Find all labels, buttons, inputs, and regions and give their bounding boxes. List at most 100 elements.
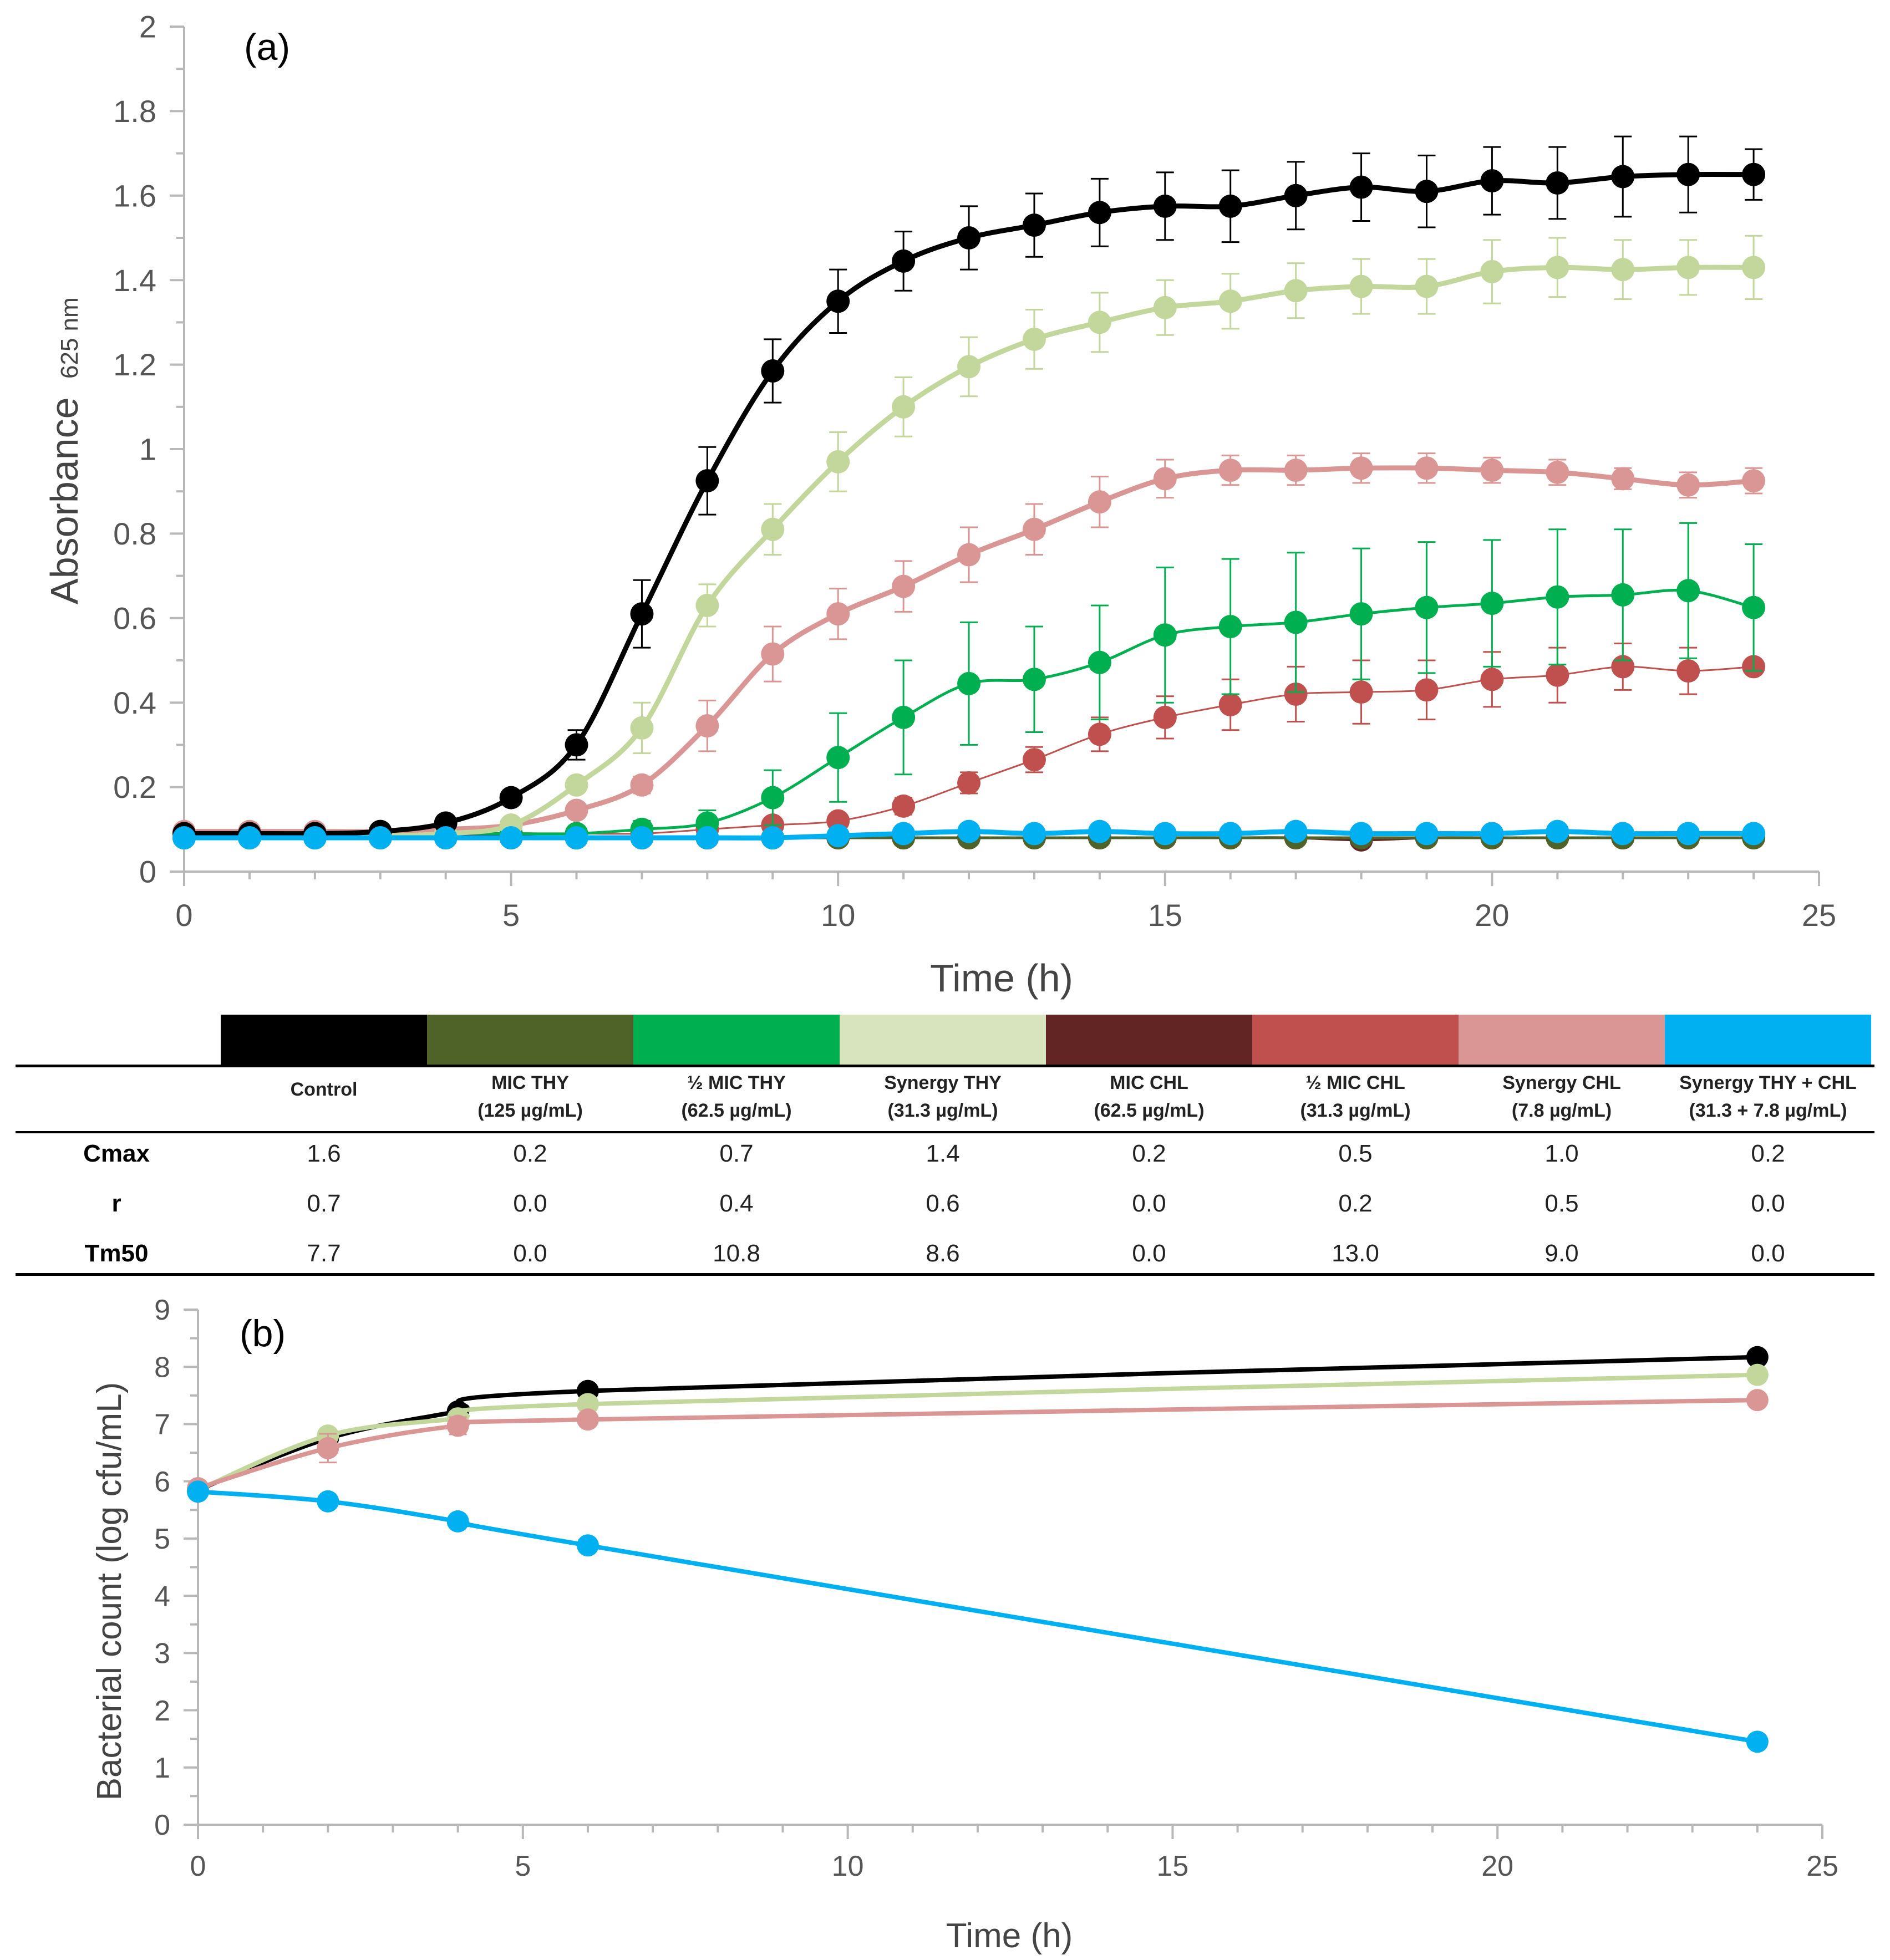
data-point bbox=[1480, 822, 1504, 846]
data-point bbox=[1349, 175, 1373, 199]
chart-b-y-tick-label: 2 bbox=[154, 1695, 170, 1727]
data-point bbox=[1218, 615, 1242, 639]
data-point bbox=[1022, 327, 1046, 351]
col-header-line1: Control bbox=[290, 1079, 358, 1100]
data-point bbox=[1676, 822, 1700, 846]
data-point bbox=[1480, 259, 1504, 283]
chart-a-x-tick-label: 20 bbox=[1475, 898, 1509, 933]
cell-r-synergy-thy-chl: 0.0 bbox=[1751, 1190, 1785, 1217]
col-header-line2: (62.5 µg/mL) bbox=[1094, 1100, 1205, 1121]
data-point bbox=[826, 602, 850, 626]
col-header-line1: ½ MIC CHL bbox=[1305, 1072, 1405, 1093]
data-point bbox=[1611, 165, 1635, 189]
cell-r-synergy-chl: 0.5 bbox=[1544, 1190, 1579, 1217]
col-header-line1: Synergy THY bbox=[884, 1072, 1002, 1093]
chart-b-ylabel: Bacterial count (log cfu/mL) bbox=[90, 1382, 129, 1801]
data-point bbox=[892, 249, 916, 273]
data-point bbox=[1349, 274, 1373, 298]
data-point bbox=[630, 826, 654, 850]
data-point bbox=[368, 826, 392, 850]
data-point bbox=[761, 642, 785, 666]
data-point bbox=[303, 826, 327, 850]
chart-b-x-tick-label: 15 bbox=[1156, 1850, 1188, 1882]
legend-swatches bbox=[221, 1015, 1871, 1065]
row-label-cmax: Cmax bbox=[83, 1140, 150, 1167]
chart-a-y-tick-label: 1.4 bbox=[113, 263, 156, 298]
data-point bbox=[1088, 722, 1111, 746]
data-point bbox=[565, 773, 588, 797]
data-point bbox=[1546, 819, 1569, 843]
data-point bbox=[1676, 162, 1700, 186]
data-point bbox=[1546, 256, 1569, 279]
chart-a-axes: 0 5 10 15 20 25 0 0.2 0.4 0.6 0.8 1 1.2 1.4 1.6 1.8 2 bbox=[113, 9, 1836, 933]
cell-cmax-mic-thy: 0.2 bbox=[513, 1140, 547, 1167]
data-point bbox=[1742, 256, 1766, 279]
chart-b-axes: 0 5 10 15 20 25 0 1 2 3 4 5 6 7 8 9 bbox=[154, 1294, 1838, 1882]
data-point bbox=[695, 714, 719, 738]
data-point bbox=[317, 1490, 339, 1513]
data-point bbox=[1153, 467, 1177, 491]
data-point bbox=[761, 786, 785, 810]
data-point bbox=[1349, 680, 1373, 704]
data-point bbox=[1153, 705, 1177, 729]
data-point bbox=[1742, 469, 1766, 493]
chart-b-y-tick-label: 6 bbox=[154, 1466, 170, 1498]
data-point bbox=[446, 1414, 469, 1437]
data-point bbox=[1611, 822, 1635, 846]
chart-b-series bbox=[187, 1346, 1769, 1753]
cell-r-mic-thy: 0.0 bbox=[513, 1190, 547, 1217]
col-header-line2: (125 µg/mL) bbox=[477, 1100, 583, 1121]
chart-b-xlabel: Time (h) bbox=[946, 1917, 1073, 1955]
data-point bbox=[1676, 579, 1700, 603]
col-header-mic-thy: MIC THY (125 µg/mL) bbox=[427, 1069, 633, 1130]
chart-a-series-synergy-thy-chl bbox=[172, 819, 1766, 850]
cell-tm50-mic-chl: 0.0 bbox=[1132, 1240, 1166, 1267]
chart-a-panel-label: (a) bbox=[244, 26, 290, 68]
series-line bbox=[184, 264, 1754, 839]
chart-b-x-tick-label: 25 bbox=[1806, 1850, 1838, 1882]
col-header-line2: (7.8 µg/mL) bbox=[1511, 1100, 1612, 1121]
data-point bbox=[1480, 592, 1504, 615]
data-point bbox=[761, 826, 785, 850]
chart-a-y-tick-label: 1.2 bbox=[113, 347, 156, 382]
series-line bbox=[197, 1489, 1758, 1744]
data-point bbox=[1088, 201, 1111, 225]
data-point bbox=[1284, 459, 1308, 482]
chart-a-y-tick-label: 1 bbox=[139, 432, 156, 467]
col-header-mic-chl: MIC CHL (62.5 µg/mL) bbox=[1046, 1069, 1252, 1130]
data-point bbox=[695, 593, 719, 617]
data-point bbox=[1611, 583, 1635, 607]
data-point bbox=[1284, 184, 1308, 207]
data-point bbox=[892, 395, 916, 419]
cell-tm50-synergy-thy: 8.6 bbox=[926, 1240, 960, 1267]
data-point bbox=[761, 517, 785, 541]
swatch-synergy-thy bbox=[840, 1015, 1046, 1065]
data-point bbox=[1284, 610, 1308, 634]
chart-a-x-tick-label: 15 bbox=[1148, 898, 1182, 933]
data-point bbox=[576, 1393, 599, 1416]
data-point bbox=[1153, 623, 1177, 647]
data-point bbox=[1742, 595, 1766, 619]
chart-a-x-tick-label: 5 bbox=[502, 898, 520, 933]
cell-r-mic-chl: 0.0 bbox=[1132, 1190, 1166, 1217]
data-point bbox=[892, 794, 916, 818]
series-line bbox=[197, 1372, 1757, 1492]
data-point bbox=[695, 826, 719, 850]
chart-b-series-synergy-chl bbox=[187, 1389, 1769, 1500]
data-point bbox=[1546, 171, 1569, 195]
data-point bbox=[1480, 459, 1504, 482]
chart-b-y-tick-label: 8 bbox=[154, 1351, 170, 1383]
data-point bbox=[1546, 585, 1569, 609]
chart-a-x-tick-label: 25 bbox=[1802, 898, 1836, 933]
data-point bbox=[1218, 459, 1242, 482]
row-label-tm50: Tm50 bbox=[84, 1240, 149, 1267]
chart-b-y-tick-label: 7 bbox=[154, 1409, 170, 1441]
col-header-line1: Synergy CHL bbox=[1502, 1072, 1621, 1093]
series-line bbox=[197, 1355, 1757, 1492]
cell-r-half-mic-thy: 0.4 bbox=[719, 1190, 754, 1217]
data-point bbox=[237, 826, 261, 850]
data-point bbox=[1746, 1730, 1769, 1753]
chart-b-x-tick-label: 5 bbox=[515, 1850, 531, 1882]
data-point bbox=[1742, 822, 1766, 846]
cell-tm50-mic-thy: 0.0 bbox=[513, 1240, 547, 1267]
